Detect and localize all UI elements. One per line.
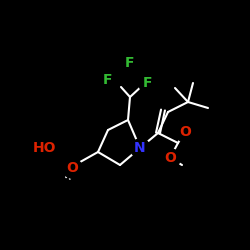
- Text: F: F: [102, 73, 112, 87]
- Text: F: F: [143, 76, 153, 90]
- Text: N: N: [134, 141, 146, 155]
- Text: F: F: [125, 56, 135, 70]
- Text: O: O: [179, 125, 191, 139]
- Text: O: O: [66, 161, 78, 175]
- Text: HO: HO: [32, 141, 56, 155]
- Text: O: O: [164, 151, 176, 165]
